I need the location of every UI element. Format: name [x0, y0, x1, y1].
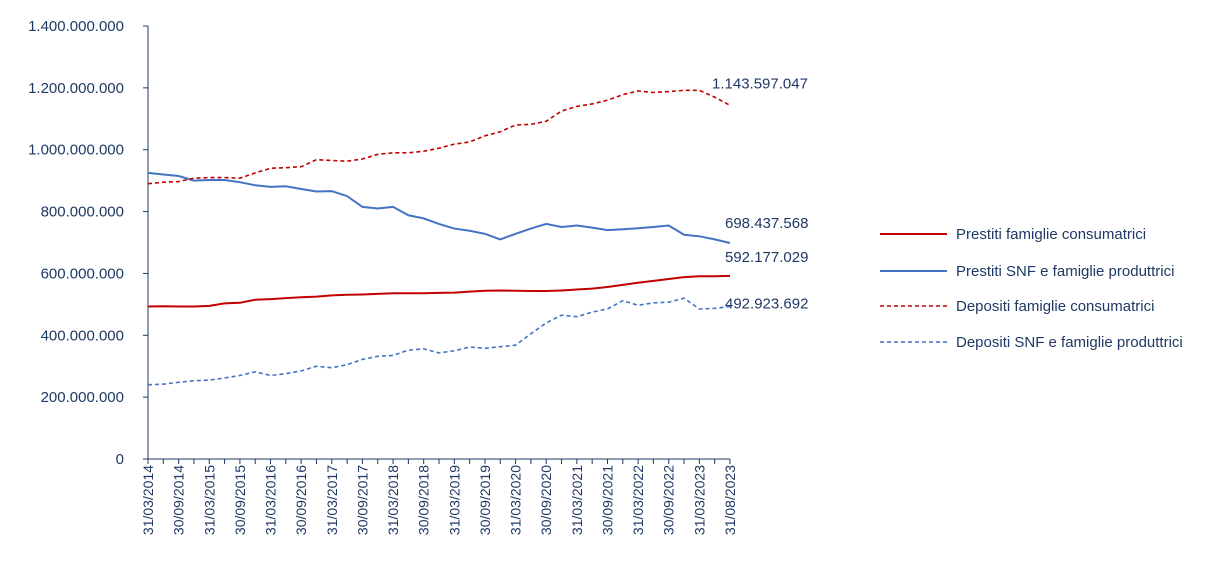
x-tick-label: 30/09/2014 — [171, 465, 187, 535]
x-tick-label: 30/09/2017 — [354, 465, 370, 535]
series-line — [147, 297, 731, 386]
y-tick-label: 1.400.000.000 — [28, 18, 124, 35]
x-tick-label: 31/03/2014 — [140, 465, 156, 535]
y-tick-label: 1.200.000.000 — [28, 80, 124, 97]
x-tick-label: 31/03/2015 — [201, 465, 217, 535]
x-tick-label: 31/03/2023 — [691, 465, 707, 535]
data-label: 698.437.568 — [725, 215, 808, 232]
x-tick-label: 30/09/2015 — [232, 465, 248, 535]
y-tick-label: 400.000.000 — [41, 327, 124, 344]
y-tick-label: 200.000.000 — [41, 389, 124, 406]
x-tick-label: 31/03/2017 — [324, 465, 340, 535]
y-tick-label: 1.000.000.000 — [28, 142, 124, 159]
x-tick-label: 31/03/2018 — [385, 465, 401, 535]
x-tick-label: 31/03/2021 — [569, 465, 585, 535]
data-label: 592.177.029 — [725, 249, 808, 266]
legend-label: Prestiti SNF e famiglie produttrici — [956, 263, 1174, 280]
data-label: 492.923.692 — [725, 296, 808, 313]
x-tick-label: 30/09/2018 — [416, 465, 432, 535]
x-tick-label: 30/09/2020 — [538, 465, 554, 535]
legend-label: Depositi famiglie consumatrici — [956, 298, 1154, 315]
series-line — [147, 274, 731, 308]
x-tick-label: 30/09/2019 — [477, 465, 493, 535]
y-tick-label: 800.000.000 — [41, 204, 124, 221]
series-line — [147, 89, 731, 185]
legend-label: Prestiti famiglie consumatrici — [956, 226, 1146, 243]
data-label: 1.143.597.047 — [712, 75, 808, 92]
y-tick-label: 0 — [116, 451, 124, 468]
series-line — [147, 171, 731, 244]
legend-label: Depositi SNF e famiglie produttrici — [956, 334, 1183, 351]
x-tick-label: 31/03/2020 — [508, 465, 524, 535]
x-tick-label: 31/03/2016 — [263, 465, 279, 535]
x-tick-label: 31/03/2022 — [630, 465, 646, 535]
y-tick-label: 600.000.000 — [41, 265, 124, 282]
x-tick-label: 31/08/2023 — [722, 465, 738, 535]
x-tick-label: 30/09/2016 — [293, 465, 309, 535]
x-tick-label: 31/03/2019 — [446, 465, 462, 535]
x-tick-label: 30/09/2022 — [661, 465, 677, 535]
x-tick-label: 30/09/2021 — [599, 465, 615, 535]
